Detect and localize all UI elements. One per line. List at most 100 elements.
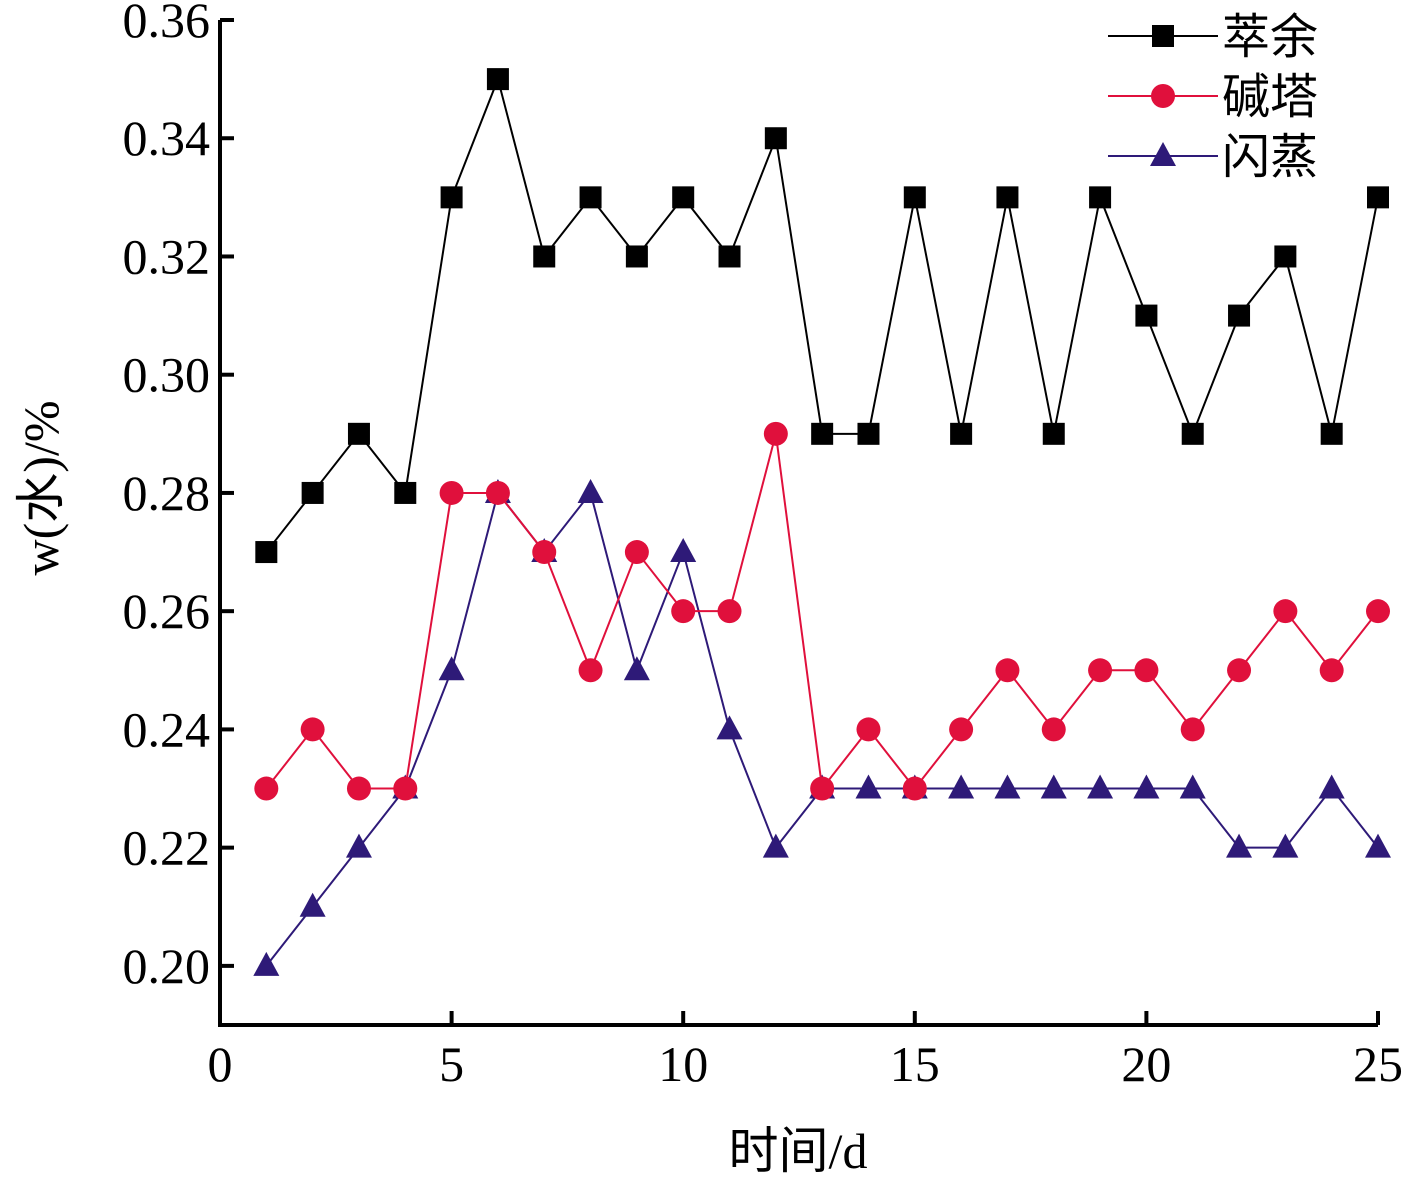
data-point — [672, 186, 695, 209]
y-tick-label: 0.20 — [123, 938, 211, 994]
data-point — [810, 776, 835, 801]
data-point — [763, 421, 788, 446]
data-point — [253, 951, 280, 976]
legend-label: 闪蒸 — [1222, 129, 1318, 185]
data-point — [438, 656, 465, 681]
data-point — [625, 245, 648, 268]
data-point — [716, 715, 743, 740]
legend-label: 碱塔 — [1222, 69, 1318, 125]
data-point — [301, 481, 324, 504]
data-point — [950, 422, 973, 445]
data-point — [1367, 186, 1389, 209]
data-point — [394, 481, 417, 504]
data-point — [1227, 658, 1252, 683]
y-axis-title: w(水)/% — [13, 401, 69, 576]
data-point — [1087, 774, 1114, 799]
data-point — [1228, 304, 1251, 327]
legend-marker — [1151, 84, 1175, 108]
x-tick-label: 5 — [439, 1036, 464, 1092]
data-point — [1040, 774, 1067, 799]
series-square — [255, 68, 1389, 564]
data-point — [717, 599, 742, 624]
data-point — [345, 833, 372, 858]
series-circle — [254, 421, 1390, 801]
data-point — [764, 127, 787, 150]
data-point — [533, 245, 556, 268]
data-point — [1319, 658, 1344, 683]
data-point — [254, 776, 279, 801]
y-tick-label: 0.24 — [123, 701, 211, 757]
data-point — [1134, 658, 1159, 683]
data-point — [1318, 774, 1345, 799]
data-point — [1135, 304, 1158, 327]
data-point — [486, 68, 509, 91]
data-point — [903, 186, 926, 209]
series-line — [265, 75, 1379, 553]
data-point — [1273, 599, 1298, 624]
data-point — [623, 656, 650, 681]
data-point — [995, 658, 1020, 683]
data-point — [579, 186, 602, 209]
y-tick-label: 0.26 — [123, 583, 211, 639]
data-point — [762, 833, 789, 858]
data-point — [1179, 774, 1206, 799]
x-tick-label: 25 — [1353, 1036, 1403, 1092]
series-layer — [253, 68, 1391, 976]
data-point — [347, 422, 370, 445]
data-point — [1272, 833, 1299, 858]
data-point — [485, 480, 510, 505]
data-point — [1041, 717, 1066, 742]
data-point — [532, 540, 557, 565]
data-point — [994, 774, 1021, 799]
data-point — [577, 478, 604, 503]
data-point — [948, 774, 975, 799]
data-point — [393, 776, 418, 801]
data-point — [902, 776, 927, 801]
legend-marker — [1150, 142, 1176, 166]
series-line — [265, 490, 1379, 967]
y-tick-label: 0.32 — [123, 228, 211, 284]
data-point — [1366, 599, 1390, 624]
data-point — [1089, 186, 1112, 209]
x-tick-label: 0 — [208, 1036, 233, 1092]
data-point — [1042, 422, 1065, 445]
y-tick-label: 0.36 — [123, 0, 211, 48]
data-point — [855, 774, 882, 799]
data-point — [255, 541, 278, 564]
data-point — [346, 776, 371, 801]
y-tick-label: 0.34 — [123, 110, 211, 166]
data-point — [1274, 245, 1297, 268]
y-tick-label: 0.28 — [123, 465, 211, 521]
legend-label: 萃余 — [1222, 9, 1318, 65]
y-tick-label: 0.30 — [123, 347, 211, 403]
data-point — [578, 658, 603, 683]
data-point — [1180, 717, 1205, 742]
x-axis-title: 时间/d — [729, 1123, 868, 1179]
data-point — [439, 480, 464, 505]
data-point — [856, 717, 881, 742]
data-point — [624, 540, 649, 565]
data-point — [299, 892, 326, 917]
data-point — [1181, 422, 1204, 445]
data-point — [440, 186, 463, 209]
data-point — [1133, 774, 1160, 799]
data-point — [718, 245, 741, 268]
data-point — [1320, 422, 1343, 445]
data-point — [671, 599, 696, 624]
data-point — [300, 717, 325, 742]
x-tick-label: 10 — [658, 1036, 708, 1092]
legend-marker — [1152, 25, 1174, 47]
data-point — [1088, 658, 1113, 683]
y-tick-label: 0.22 — [123, 820, 211, 876]
data-point — [857, 422, 880, 445]
series-line — [265, 433, 1379, 792]
data-point — [996, 186, 1019, 209]
data-point — [949, 717, 974, 742]
axes: 0.20 0.22 0.24 0.26 0.28 0.30 0.32 0.34 0.36 0 5 10… — [123, 0, 1404, 1092]
data-point — [1365, 833, 1391, 858]
data-point — [811, 422, 834, 445]
x-tick-label: 15 — [890, 1036, 940, 1092]
series-triangle — [253, 478, 1391, 976]
